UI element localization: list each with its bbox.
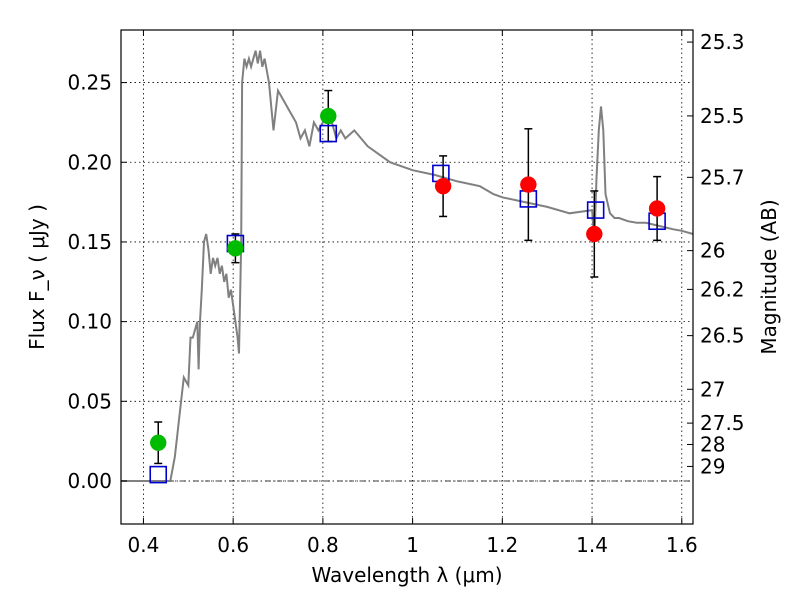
- plot-frame: [120, 29, 694, 525]
- y-axis-title: Flux F_ν ( μJy ): [25, 204, 49, 350]
- data-markers: [149, 89, 666, 484]
- model-photometry-square: [586, 201, 605, 219]
- mag-tick-label: 27.5: [700, 411, 745, 435]
- axis-ticks: 0.4 0.6 0.8 1 1.2 1.4 1.6 0.00 0.05 0.10 0.15 0.20 0…: [67, 30, 745, 557]
- x-tick-label: 1.2: [486, 533, 518, 557]
- y-tick-label: 0.15: [67, 230, 112, 254]
- x-tick-label: 1.4: [576, 533, 608, 557]
- mag-tick-label: 26: [700, 239, 725, 263]
- red-data-point: [586, 225, 603, 243]
- right-axis-title: Magnitude (AB): [757, 199, 781, 354]
- model-photometry-square: [319, 124, 338, 143]
- mag-tick-label: 26.5: [700, 324, 745, 348]
- y-tick-label: 0.25: [67, 71, 112, 95]
- x-tick-label: 1: [406, 533, 419, 557]
- x-tick-label: 0.6: [217, 533, 249, 557]
- green-data-point: [227, 240, 244, 257]
- red-data-point: [648, 200, 666, 217]
- green-data-point: [320, 107, 337, 125]
- y-tick-label: 0.20: [67, 150, 112, 174]
- y-tick-label: 0.05: [67, 389, 112, 413]
- y-tick-label: 0.10: [67, 310, 112, 334]
- red-data-point: [520, 176, 537, 193]
- x-tick-label: 0.4: [128, 533, 160, 557]
- mag-tick-label: 26.2: [700, 277, 745, 301]
- model-photometry-square: [149, 465, 168, 484]
- mag-tick-label: 25.3: [700, 30, 745, 54]
- x-tick-label: 0.8: [307, 533, 339, 557]
- mag-tick-label: 27: [700, 377, 725, 401]
- x-tick-label: 1.6: [666, 533, 698, 557]
- y-tick-label: 0.00: [67, 469, 112, 493]
- mag-tick-label: 28: [700, 432, 725, 456]
- x-axis-title: Wavelength λ (μm): [311, 563, 502, 587]
- red-data-point: [434, 177, 452, 195]
- green-data-point: [149, 434, 167, 451]
- mag-tick-label: 25.7: [700, 165, 745, 189]
- mag-tick-label: 29: [700, 454, 725, 478]
- mag-tick-label: 25.5: [700, 104, 745, 128]
